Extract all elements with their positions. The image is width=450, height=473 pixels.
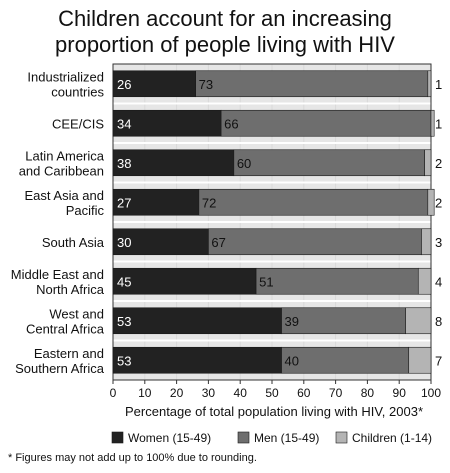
legend-swatch-0 (111, 431, 124, 444)
data-label-6-series-1: 39 (285, 314, 299, 329)
bar-6-series-2 (405, 307, 432, 335)
data-label-2-series-2: 2 (435, 156, 442, 171)
x-tick-label-3: 30 (202, 386, 216, 400)
legend-label-0: Women (15-49) (128, 431, 211, 445)
data-label-4-series-1: 67 (211, 235, 225, 250)
x-tick-label-2: 20 (170, 386, 184, 400)
chart-title: Children account for an increasing propo… (0, 6, 450, 58)
data-label-0-series-0: 26 (117, 77, 131, 92)
category-label-5-line-0: Middle East and (11, 267, 104, 282)
x-tick-label-9: 90 (393, 386, 407, 400)
x-tick-label-1: 10 (138, 386, 152, 400)
bar-7-series-2 (408, 346, 432, 374)
legend-label-2: Children (1-14) (352, 431, 432, 445)
category-label-0-line-0: Industrialized (27, 69, 104, 84)
bar-2-series-0 (112, 149, 235, 177)
data-label-3-series-2: 2 (435, 195, 442, 210)
data-label-2-series-1: 60 (237, 156, 251, 171)
data-label-5-series-2: 4 (435, 274, 442, 289)
bar-4-series-0 (112, 228, 209, 256)
bar-2-series-2 (424, 149, 432, 177)
data-label-0-series-2: 1 (435, 77, 442, 92)
data-label-6-series-0: 53 (117, 314, 131, 329)
data-label-4-series-0: 30 (117, 235, 131, 250)
bar-1-series-0 (112, 109, 222, 137)
bar-0-series-1 (195, 70, 429, 98)
bar-5-series-1 (255, 267, 419, 295)
bar-4-series-1 (208, 228, 422, 256)
data-label-6-series-2: 8 (435, 314, 442, 329)
category-label-5-line-1: North Africa (36, 282, 105, 297)
category-label-0-line-1: countries (51, 84, 104, 99)
x-tick-label-4: 40 (234, 386, 248, 400)
bar-3-series-2 (427, 188, 435, 216)
data-label-0-series-1: 73 (199, 77, 213, 92)
bar-3-series-1 (198, 188, 429, 216)
data-label-5-series-1: 51 (259, 274, 273, 289)
bar-2-series-1 (233, 149, 425, 177)
data-label-3-series-0: 27 (117, 195, 131, 210)
x-axis-title: Percentage of total population living wi… (125, 404, 423, 419)
category-label-2-line-0: Latin America (25, 148, 105, 163)
data-label-7-series-2: 7 (435, 353, 442, 368)
bar-5-series-0 (112, 267, 257, 295)
data-label-4-series-2: 3 (435, 235, 442, 250)
data-label-2-series-0: 38 (117, 156, 131, 171)
data-label-1-series-2: 1 (435, 116, 442, 131)
x-tick-label-10: 100 (421, 386, 441, 400)
data-label-1-series-1: 66 (224, 116, 238, 131)
bar-4-series-2 (421, 228, 432, 256)
legend-swatch-1 (237, 431, 250, 444)
category-label-1-line-0: CEE/CIS (52, 116, 104, 131)
legend-swatch-2 (335, 431, 348, 444)
x-tick-label-5: 50 (265, 386, 279, 400)
bar-7-series-0 (112, 346, 282, 374)
x-tick-label-6: 60 (297, 386, 311, 400)
chart-title-line-1: Children account for an increasing (58, 6, 392, 31)
bar-1-series-2 (430, 109, 435, 137)
bar-0-series-2 (427, 70, 432, 98)
chart-title-line-2: proportion of people living with HIV (55, 32, 395, 57)
category-label-7-line-0: Eastern and (34, 346, 104, 361)
category-label-6-line-0: West and (49, 306, 104, 321)
data-label-7-series-0: 53 (117, 353, 131, 368)
category-label-2-line-1: and Caribbean (19, 163, 104, 178)
category-label-4-line-0: South Asia (42, 235, 105, 250)
x-tick-label-8: 80 (361, 386, 375, 400)
bar-0-series-0 (112, 70, 196, 98)
bar-6-series-1 (281, 307, 406, 335)
category-label-6-line-1: Central Africa (26, 321, 105, 336)
data-label-7-series-1: 40 (285, 353, 299, 368)
footnote: * Figures may not add up to 100% due to … (8, 452, 257, 464)
data-label-3-series-1: 72 (202, 195, 216, 210)
bar-1-series-1 (220, 109, 432, 137)
bar-3-series-0 (112, 188, 200, 216)
bar-5-series-2 (417, 267, 432, 295)
data-label-5-series-0: 45 (117, 274, 131, 289)
bar-7-series-1 (281, 346, 410, 374)
x-tick-label-7: 70 (329, 386, 343, 400)
legend-label-1: Men (15-49) (254, 431, 319, 445)
category-label-3-line-1: Pacific (66, 203, 105, 218)
category-label-3-line-0: East Asia and (25, 188, 105, 203)
bar-6-series-0 (112, 307, 282, 335)
data-label-1-series-0: 34 (117, 116, 131, 131)
category-label-7-line-1: Southern Africa (15, 361, 105, 376)
x-tick-label-0: 0 (110, 386, 117, 400)
